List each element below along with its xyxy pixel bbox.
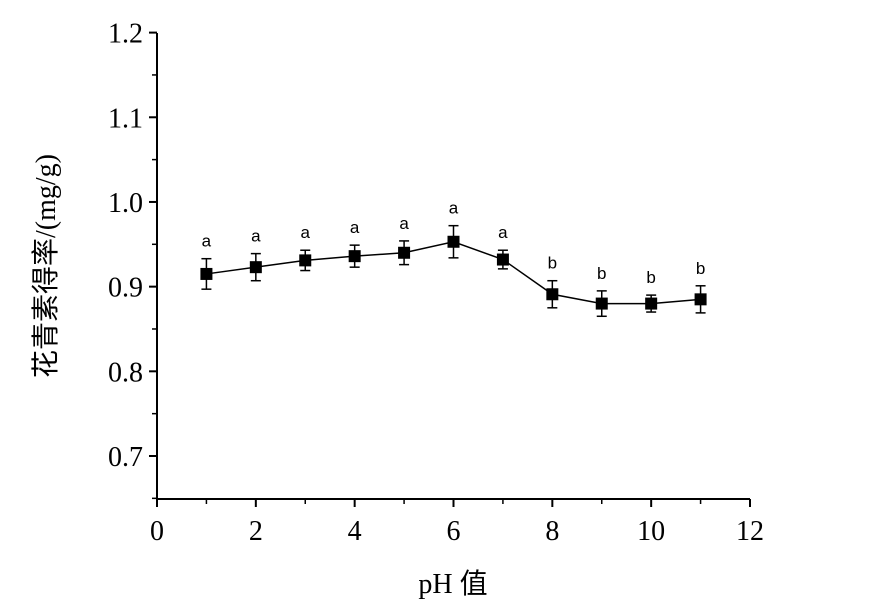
significance-label: b <box>646 268 655 287</box>
x-tick-label: 2 <box>249 516 263 547</box>
x-tick-label: 8 <box>545 516 559 547</box>
x-tick-label: 12 <box>736 516 764 547</box>
y-tick-label: 1.1 <box>108 103 143 134</box>
y-tick-label: 0.8 <box>108 357 143 388</box>
data-point <box>398 246 411 259</box>
data-point <box>645 297 658 310</box>
significance-label: a <box>449 199 459 218</box>
data-marks: a a a a a a a b b b b <box>200 199 707 318</box>
significance-label: a <box>350 218 360 237</box>
x-tick-label: 0 <box>150 516 164 547</box>
significance-label: b <box>548 254 557 273</box>
significance-label: a <box>202 232 212 251</box>
x-tick-label: 10 <box>637 516 665 547</box>
y-tick-label: 0.9 <box>108 273 143 304</box>
data-point <box>200 267 213 280</box>
axes: 0.7 0.8 0.9 1.0 1.1 1.2 0 2 4 6 8 10 12 <box>108 19 764 547</box>
significance-label: a <box>498 223 508 242</box>
x-tick-label: 4 <box>348 516 362 547</box>
data-point <box>496 253 509 266</box>
data-point <box>595 297 608 310</box>
y-tick-label: 0.7 <box>108 442 143 473</box>
data-point <box>694 293 707 306</box>
y-axis-title: 花青素得率/(mg/g) <box>30 154 62 378</box>
data-point <box>249 261 262 274</box>
significance-label: a <box>301 223 311 242</box>
data-point <box>348 250 361 263</box>
significance-label: b <box>597 264 606 283</box>
x-axis-title: pH 值 <box>418 568 487 600</box>
y-tick-label: 1.0 <box>108 188 143 219</box>
y-tick-label: 1.2 <box>108 19 143 50</box>
significance-label: b <box>696 259 705 278</box>
significance-label: a <box>399 214 409 233</box>
x-tick-label: 6 <box>447 516 461 547</box>
data-point <box>299 254 312 267</box>
data-point <box>447 235 460 248</box>
significance-label: a <box>251 227 261 246</box>
data-point <box>546 288 559 301</box>
